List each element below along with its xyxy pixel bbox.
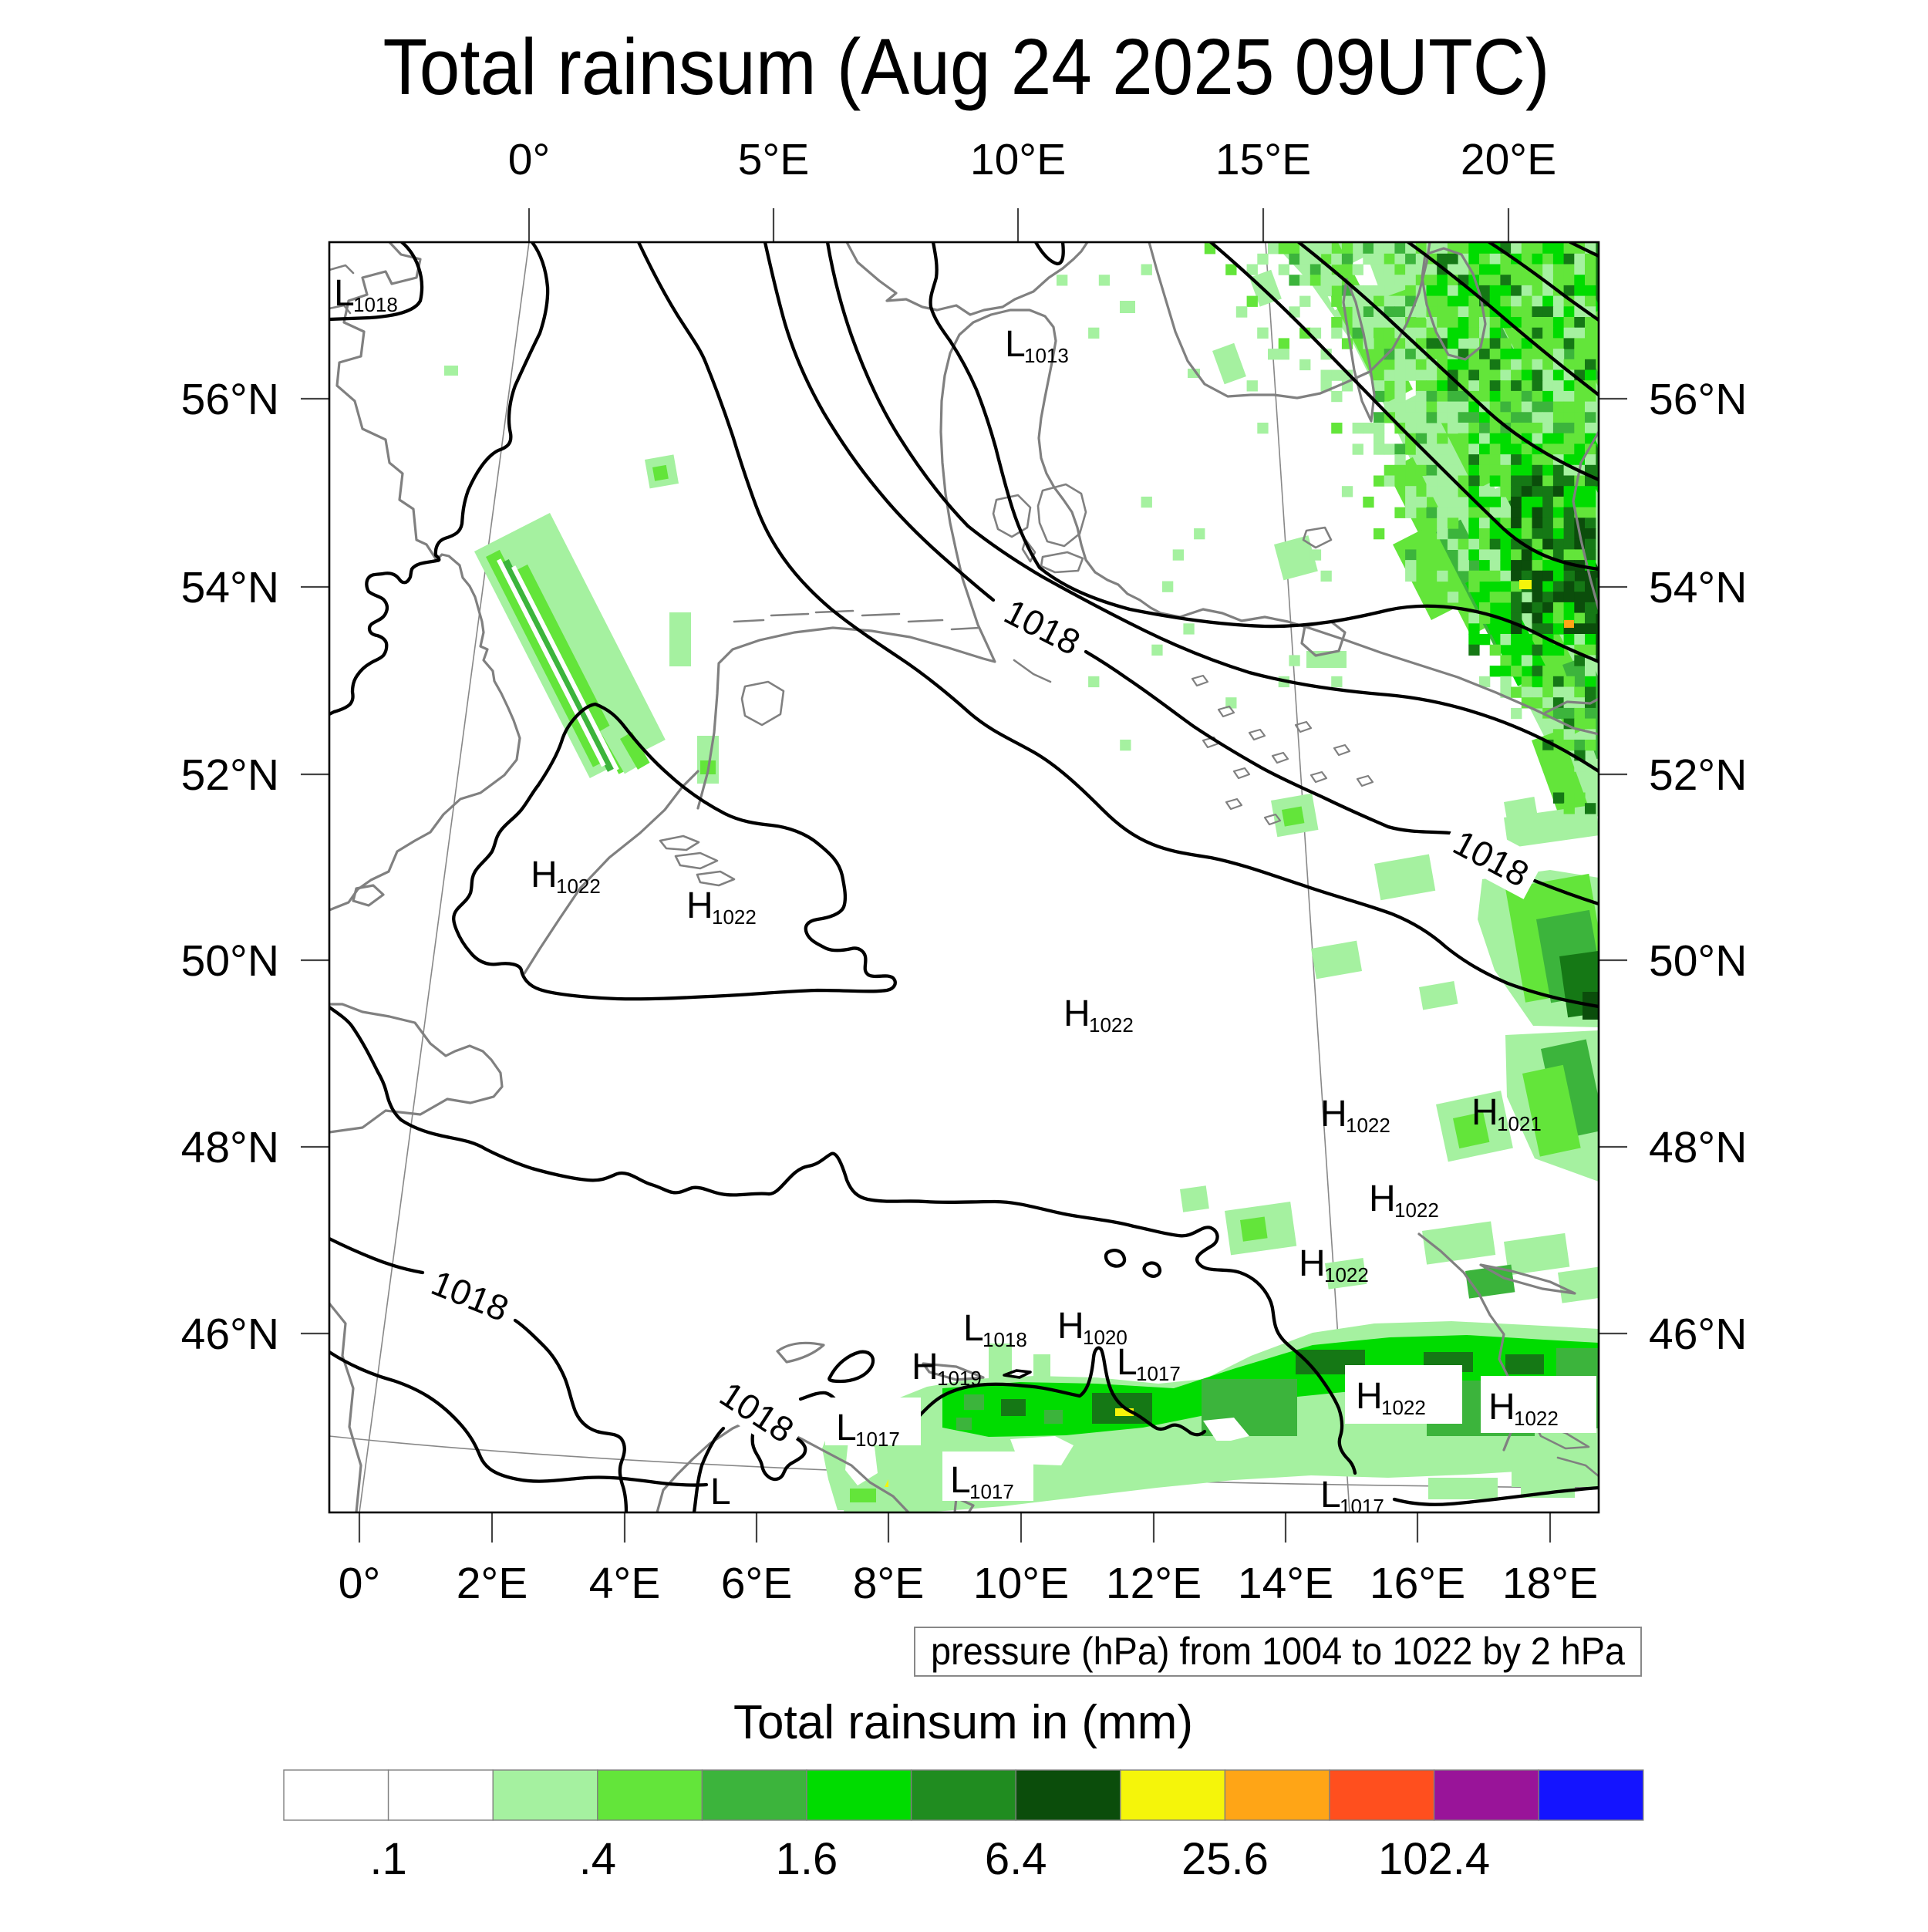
svg-text:Total rainsum in (mm): Total rainsum in (mm) xyxy=(733,1696,1193,1749)
svg-text:1017: 1017 xyxy=(1340,1495,1384,1518)
svg-text:H: H xyxy=(531,855,558,895)
svg-text:6.4: 6.4 xyxy=(985,1834,1047,1884)
svg-text:16°E: 16°E xyxy=(1370,1559,1465,1608)
svg-text:1022: 1022 xyxy=(712,905,757,929)
svg-text:H: H xyxy=(1320,1094,1347,1135)
svg-text:H: H xyxy=(912,1347,939,1387)
svg-text:H: H xyxy=(1057,1306,1084,1347)
svg-text:H: H xyxy=(1356,1376,1383,1417)
svg-text:56°N: 56°N xyxy=(181,375,279,424)
svg-text:5°E: 5°E xyxy=(738,135,810,184)
svg-text:18°E: 18°E xyxy=(1502,1559,1598,1608)
svg-text:1017: 1017 xyxy=(1136,1362,1181,1385)
svg-text:102.4: 102.4 xyxy=(1378,1834,1490,1884)
svg-text:1018: 1018 xyxy=(353,293,398,316)
svg-text:L: L xyxy=(1005,324,1026,365)
svg-text:50°N: 50°N xyxy=(1649,936,1747,986)
svg-text:1022: 1022 xyxy=(1346,1114,1390,1137)
svg-text:46°N: 46°N xyxy=(181,1310,279,1359)
svg-text:H: H xyxy=(1063,993,1090,1034)
svg-text:.4: .4 xyxy=(579,1834,616,1884)
svg-text:L: L xyxy=(710,1472,731,1512)
svg-text:pressure (hPa) from 1004 to 10: pressure (hPa) from 1004 to 1022 by 2 hP… xyxy=(931,1630,1625,1673)
svg-text:H: H xyxy=(1369,1178,1396,1219)
svg-text:12°E: 12°E xyxy=(1106,1559,1202,1608)
svg-text:1017: 1017 xyxy=(969,1480,1014,1503)
svg-text:14°E: 14°E xyxy=(1238,1559,1333,1608)
svg-text:54°N: 54°N xyxy=(181,563,279,612)
svg-text:52°N: 52°N xyxy=(181,750,279,800)
svg-text:1.6: 1.6 xyxy=(776,1834,838,1884)
svg-text:54°N: 54°N xyxy=(1649,563,1747,612)
svg-text:56°N: 56°N xyxy=(1649,375,1747,424)
svg-text:6°E: 6°E xyxy=(721,1559,793,1608)
svg-text:50°N: 50°N xyxy=(181,936,279,986)
svg-text:1018: 1018 xyxy=(983,1328,1027,1351)
svg-text:8°E: 8°E xyxy=(853,1559,925,1608)
svg-text:0°: 0° xyxy=(508,135,551,184)
svg-text:1019: 1019 xyxy=(937,1367,982,1390)
svg-text:L: L xyxy=(836,1408,857,1448)
svg-text:48°N: 48°N xyxy=(181,1123,279,1172)
svg-text:L: L xyxy=(950,1460,971,1501)
svg-text:48°N: 48°N xyxy=(1649,1123,1747,1172)
svg-text:52°N: 52°N xyxy=(1649,750,1747,800)
svg-text:1022: 1022 xyxy=(556,875,601,898)
svg-text:1017: 1017 xyxy=(855,1428,900,1451)
svg-text:Total rainsum (Aug 24 2025 09U: Total rainsum (Aug 24 2025 09UTC) xyxy=(383,22,1550,111)
svg-text:10°E: 10°E xyxy=(970,135,1066,184)
svg-text:25.6: 25.6 xyxy=(1181,1834,1269,1884)
svg-text:L: L xyxy=(963,1308,984,1349)
svg-text:0°: 0° xyxy=(339,1559,381,1608)
svg-text:2°E: 2°E xyxy=(457,1559,528,1608)
svg-text:1022: 1022 xyxy=(1089,1013,1134,1037)
svg-text:L: L xyxy=(1320,1475,1341,1516)
svg-text:10°E: 10°E xyxy=(973,1559,1069,1608)
svg-text:.1: .1 xyxy=(369,1834,406,1884)
svg-text:1022: 1022 xyxy=(1324,1263,1369,1286)
svg-text:1022: 1022 xyxy=(1394,1199,1439,1222)
svg-text:L: L xyxy=(334,273,355,314)
svg-text:1013: 1013 xyxy=(1024,344,1069,367)
svg-text:L: L xyxy=(1117,1342,1138,1383)
svg-text:H: H xyxy=(1488,1387,1515,1428)
svg-text:1021: 1021 xyxy=(1497,1112,1542,1135)
svg-text:4°E: 4°E xyxy=(589,1559,661,1608)
svg-text:20°E: 20°E xyxy=(1461,135,1556,184)
svg-text:1022: 1022 xyxy=(1381,1396,1426,1419)
svg-text:H: H xyxy=(686,885,713,926)
svg-text:H: H xyxy=(1471,1092,1498,1133)
svg-text:15°E: 15°E xyxy=(1215,135,1311,184)
svg-text:H: H xyxy=(1299,1243,1326,1284)
svg-text:1020: 1020 xyxy=(1083,1326,1127,1349)
svg-text:46°N: 46°N xyxy=(1649,1310,1747,1359)
svg-text:1022: 1022 xyxy=(1514,1407,1559,1430)
